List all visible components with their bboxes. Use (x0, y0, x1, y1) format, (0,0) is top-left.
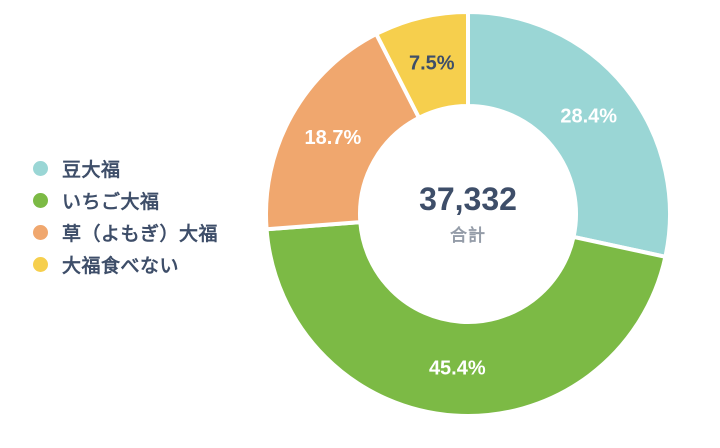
slice-percent-label-2: 45.4% (429, 358, 486, 380)
donut-slice-4 (374, 10, 470, 120)
slice-percent-label-1: 28.4% (560, 106, 617, 128)
donut-slice-2 (264, 220, 668, 418)
legend-color-marker (33, 192, 48, 208)
legend-label: 大福食べない (62, 255, 180, 277)
donut-slice-1 (466, 10, 672, 259)
legend-color-marker (33, 160, 48, 176)
legend-item-3: 草（よもぎ）大福 (33, 216, 218, 248)
slice-percent-label-4: 7.5% (409, 52, 455, 74)
legend-color-marker (33, 256, 48, 272)
donut-slice-3 (264, 32, 421, 232)
legend-label: 草（よもぎ）大福 (62, 223, 219, 245)
legend-label: いちご大福 (62, 191, 160, 213)
legend-color-marker (33, 224, 48, 240)
legend-label: 豆大福 (62, 159, 121, 181)
legend-item-2: いちご大福 (33, 184, 218, 216)
slice-percent-label-3: 18.7% (305, 127, 362, 149)
chart-legend: 豆大福いちご大福草（よもぎ）大福 大福食べない (33, 152, 218, 280)
legend-item-4: 大福食べない (33, 248, 218, 280)
legend-item-1: 豆大福 (33, 152, 218, 184)
